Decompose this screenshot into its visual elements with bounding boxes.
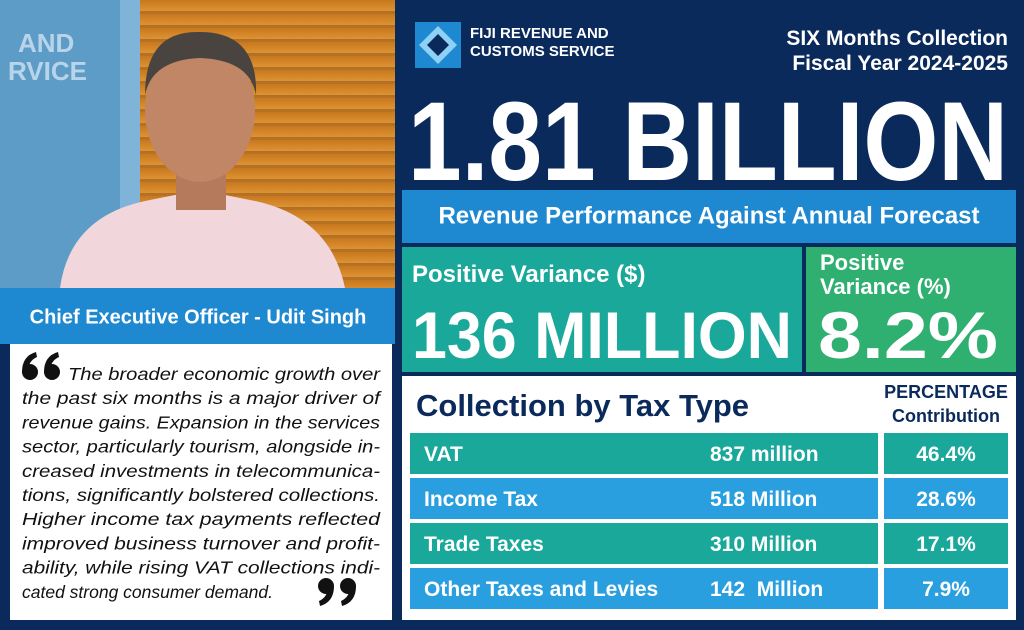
caption-bar [0,288,395,344]
hair [145,31,257,95]
collection-table: VAT 837 million 46.4% Income Tax 518 Million… [410,433,1008,609]
quote-text: The broader economic growth over the past… [22,364,383,602]
row-cell [410,523,878,564]
period-text: SIX Months Collection [786,27,1008,50]
photo-caption: Chief Executive Officer - Udit Singh [30,306,367,328]
performance-bar [402,190,1016,243]
face [145,38,255,182]
logo [415,22,461,68]
tax-amount: 837 million [710,443,819,466]
quote-line: creased investments in telecommunica- [22,461,380,481]
tax-type: Income Tax [424,488,538,511]
tax-amount: 142 Million [710,578,823,601]
column-header: PERCENTAGE [884,382,1008,402]
tax-amount: 518 Million [710,488,817,511]
photo: AND RVICE [0,0,395,288]
close-quote-mark [318,578,356,606]
variance-amount: 136 MILLION [412,298,792,372]
quote-box [10,344,392,620]
open-quote-mark [22,352,60,380]
variance-label: Positive Variance ($) [412,261,645,288]
tax-type: Trade Taxes [424,533,544,556]
tax-percent: 7.9% [922,578,970,601]
tax-type: VAT [424,443,463,466]
photo-text: RVICE [8,56,87,86]
tax-percent: 46.4% [916,443,976,466]
row-cell [410,568,878,609]
variance-label: Variance (%) [820,274,951,299]
variance-amount-box [402,247,802,372]
tax-type: Other Taxes and Levies [424,578,658,601]
tax-amount: 310 Million [710,533,817,556]
collection-title: Collection by Tax Type [416,388,749,423]
logo-text: CUSTOMS SERVICE [470,43,614,60]
tax-percent: 28.6% [916,488,976,511]
period-text: Fiscal Year 2024-2025 [792,52,1008,75]
performance-title: Revenue Performance Against Annual Forec… [438,202,979,229]
quote-line: ability, while rising VAT collections in… [22,558,380,578]
quote-line: Higher income tax payments reflected [22,509,382,529]
column-header: Contribution [892,406,1000,426]
quote-line: improved business turnover and profit- [22,533,380,553]
row-cell [884,478,1008,519]
shirt [60,190,345,288]
variance-percent-box [806,247,1016,372]
variance-percent: 8.2% [818,298,998,372]
logo-text: FIJI REVENUE AND [470,25,609,42]
photo-text: AND [18,28,74,58]
row-cell [884,433,1008,474]
headline: 1.81 BILLION [408,79,1008,204]
row-cell [884,568,1008,609]
tax-percent: 17.1% [916,533,976,556]
quote-line: The broader economic growth over [68,364,381,384]
variance-label: Positive [820,250,904,275]
row-cell [410,433,878,474]
quote-line: cated strong consumer demand. [22,582,273,602]
quote-line: the past six months is a major driver of [22,388,383,408]
quote-line: sector, particularly tourism, alongside … [22,437,380,457]
quote-line: tions, significantly bolstered collectio… [22,485,380,505]
logo-core [427,34,449,56]
row-cell [410,478,878,519]
quote-line: revenue gains. Expansion in the services [22,412,380,432]
row-cell [884,523,1008,564]
